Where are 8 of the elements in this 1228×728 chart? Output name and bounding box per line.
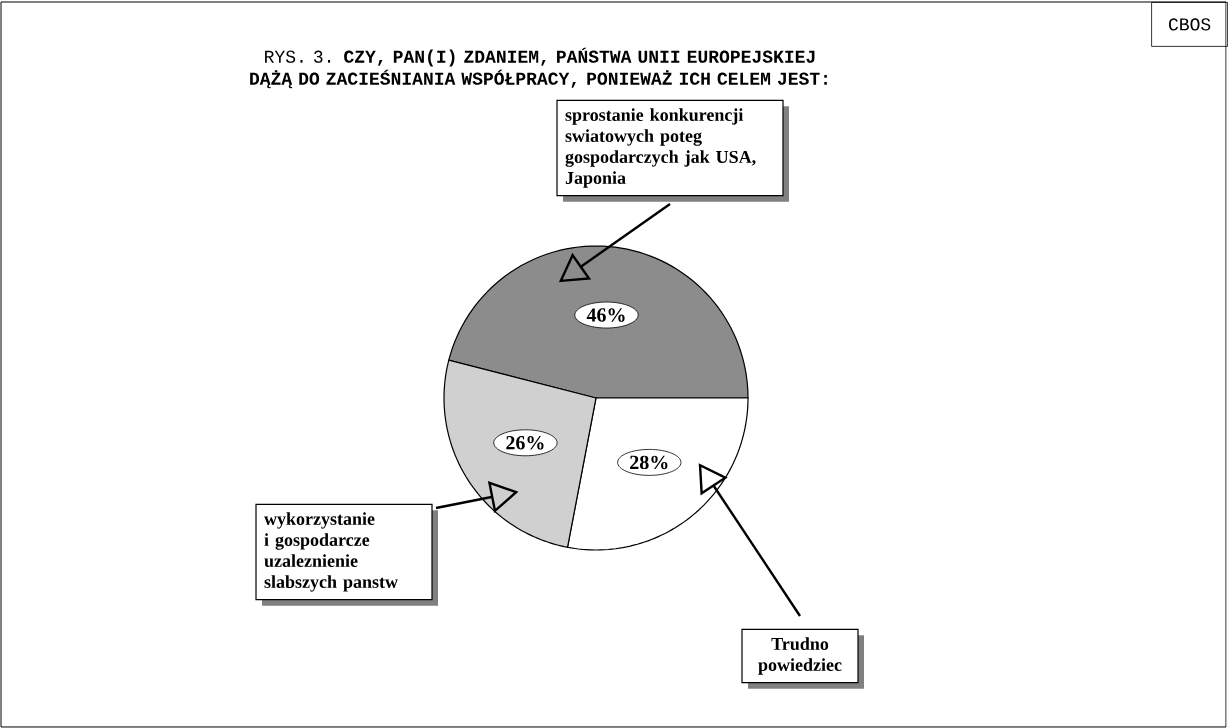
slice-label: wykorzystanie i gospodarcze uzaleznienie slabszych panstw	[264, 512, 398, 592]
chart-title: RYS. 3. CZY, PAN(I) ZDANIEM, PAŃSTWA UNII EUROPEJSKIEJ DĄŻĄ DO ZACIEŚNIANIA WSPÓŁPRACY, PONIEWAŻ ICH CELEM JEST:	[250, 47, 827, 89]
slice-label: sprostanie konkurencji swiatowych poteg gospodarczych jak USA, Japonia	[565, 108, 756, 188]
slice-label: Trudno powiedziec	[758, 637, 842, 675]
text: CBOS	[1169, 18, 1211, 31]
data-label: 26%	[506, 436, 544, 450]
data-label: 46%	[586, 308, 625, 322]
data-label: 28%	[630, 455, 668, 470]
